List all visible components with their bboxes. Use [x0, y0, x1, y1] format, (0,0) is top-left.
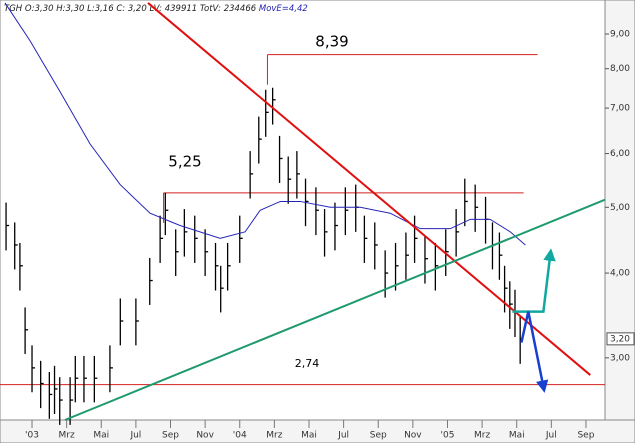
header: TGH O:3,30 H:3,30 L:3,16 C: 3,20 LV: 439… — [4, 4, 308, 14]
x-tick-label: Sep — [370, 431, 387, 441]
level-label: 2,74 — [295, 357, 320, 370]
y-tick-label: 4,00 — [610, 269, 630, 279]
level-label: 5,25 — [168, 153, 201, 171]
ma-label: MovE=4,42 — [259, 4, 308, 14]
y-tick-label: 3,00 — [610, 353, 630, 363]
x-tick-label: '04 — [233, 431, 247, 441]
x-tick-label: Mrz — [474, 431, 490, 441]
x-tick-label: '05 — [441, 431, 455, 441]
x-tick-label: Sep — [162, 431, 179, 441]
x-axis-panel — [0, 419, 635, 443]
y-tick-label: 5,00 — [610, 203, 630, 213]
y-tick-label: 6,00 — [610, 149, 630, 159]
plot-frame — [0, 0, 606, 421]
projection-arrow — [520, 311, 549, 393]
last-price-box — [606, 332, 635, 346]
trendline — [147, 2, 591, 376]
x-tick-label: Mrz — [266, 431, 282, 441]
x-tick-label: Nov — [196, 431, 214, 441]
level-label: 8,39 — [315, 33, 348, 51]
x-tick-label: Mrz — [59, 431, 75, 441]
x-tick-label: Jul — [129, 431, 141, 441]
y-tick-label: 7,00 — [610, 104, 630, 114]
y-axis-panel — [604, 0, 635, 421]
header-text: TGH O:3,30 H:3,30 L:3,16 C: 3,20 LV: 439… — [4, 4, 257, 14]
projection-arrow — [512, 248, 556, 313]
x-tick-label: Jul — [545, 431, 557, 441]
y-tick-label: 9,00 — [610, 29, 630, 39]
last-price-label: 3,20 — [610, 334, 630, 344]
x-tick-label: Mai — [301, 431, 317, 441]
x-tick-label: Mai — [509, 431, 525, 441]
x-tick-label: Mai — [93, 431, 109, 441]
trendline — [64, 198, 606, 421]
x-tick-label: '03 — [25, 431, 39, 441]
x-tick-label: Jul — [337, 431, 349, 441]
y-tick-label: 8,00 — [610, 64, 630, 74]
x-tick-label: Sep — [577, 431, 594, 441]
moving-average — [4, 2, 526, 246]
x-tick-label: Nov — [404, 431, 422, 441]
